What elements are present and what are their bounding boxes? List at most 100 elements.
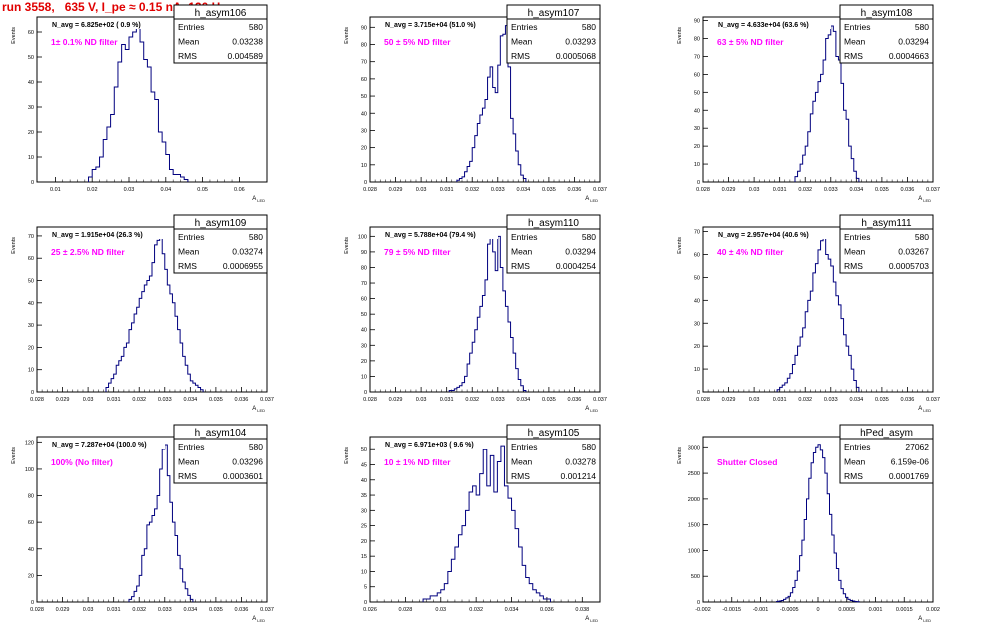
histogram-bin bbox=[821, 241, 824, 392]
stats-entries-value: 27062 bbox=[905, 442, 929, 452]
histogram-pad-h_asym108: 0.028 0.029 0.03 0.031 0.032 0.033 0.034 0.035 0… bbox=[677, 4, 940, 203]
x-tick-label: 0.001 bbox=[869, 607, 883, 613]
y-tick-label: 30 bbox=[361, 128, 367, 134]
histogram-bin bbox=[140, 42, 144, 182]
x-tick-label: 0.03 bbox=[124, 187, 135, 193]
navg-label: N_avg = 6.825e+02 ( 0.9 %) bbox=[52, 22, 141, 29]
stats-mean-label: Mean bbox=[844, 37, 866, 47]
y-tick-label: 60 bbox=[28, 520, 34, 526]
x-tick-label: 0.05 bbox=[197, 187, 208, 193]
histogram-pad-h_asym104: 0.028 0.029 0.03 0.031 0.032 0.033 0.034 0.035 0… bbox=[11, 424, 274, 622]
y-tick-label: 500 bbox=[691, 574, 700, 580]
histogram-line bbox=[128, 444, 194, 602]
nlabel-background bbox=[382, 19, 498, 29]
histogram-bin bbox=[828, 259, 831, 392]
histogram-bin bbox=[162, 449, 165, 602]
filter-label: 100% (No filter) bbox=[51, 457, 113, 467]
histogram-bin bbox=[480, 115, 483, 182]
stats-rms-label: RMS bbox=[844, 261, 863, 271]
x-tick-label: 0.028 bbox=[696, 187, 710, 193]
x-tick-label: 0.032 bbox=[465, 187, 479, 193]
y-tick-label: 60 bbox=[694, 253, 700, 259]
histogram-bin bbox=[826, 255, 829, 393]
x-tick-label: 0.0005 bbox=[838, 607, 855, 613]
histogram-bin bbox=[155, 509, 158, 602]
x-tick-label: 0.03 bbox=[83, 607, 94, 613]
histogram-bin bbox=[811, 463, 813, 602]
stats-mean-label: Mean bbox=[511, 457, 533, 467]
x-axis-label: ALED bbox=[585, 406, 598, 413]
histogram-bin bbox=[155, 245, 158, 392]
x-tick-label: 0.03 bbox=[83, 397, 94, 403]
filter-label: 1± 0.1% ND filter bbox=[51, 37, 118, 47]
y-tick-label: 10 bbox=[361, 163, 367, 169]
x-axis-label: ALED bbox=[585, 196, 598, 203]
histogram-bin bbox=[485, 280, 488, 392]
histogram-bin bbox=[494, 492, 498, 602]
y-tick-label: 0 bbox=[697, 600, 700, 606]
x-tick-label: 0.036 bbox=[235, 607, 249, 613]
histogram-bin bbox=[823, 232, 826, 392]
x-tick-label: 0.036 bbox=[568, 187, 582, 193]
x-tick-label: 0.037 bbox=[593, 187, 607, 193]
stats-mean-value: 0.03267 bbox=[898, 247, 929, 257]
histogram-bin bbox=[836, 296, 839, 392]
stats-entries-label: Entries bbox=[844, 22, 870, 32]
histogram-bin bbox=[823, 458, 825, 602]
stats-entries-label: Entries bbox=[844, 232, 870, 242]
y-tick-label: 20 bbox=[28, 573, 34, 579]
histogram-pad-h_asym107: 0.028 0.029 0.03 0.031 0.032 0.033 0.034 0.035 0… bbox=[344, 4, 607, 203]
stats-box bbox=[839, 4, 934, 64]
histogram-line bbox=[776, 231, 860, 392]
histogram-bin bbox=[167, 285, 170, 392]
x-tick-label: 0.04 bbox=[160, 187, 171, 193]
histogram-bin bbox=[831, 26, 834, 182]
histogram-bin bbox=[169, 170, 173, 183]
histogram-title: h_asym107 bbox=[528, 8, 580, 19]
x-tick-label: 0.032 bbox=[132, 607, 146, 613]
y-tick-label: 70 bbox=[28, 234, 34, 240]
plot-frame bbox=[369, 226, 601, 393]
stats-rms-value: 0.0003601 bbox=[223, 471, 263, 481]
stats-entries-value: 580 bbox=[915, 22, 929, 32]
histogram-bin bbox=[482, 295, 485, 392]
histogram-bin bbox=[526, 578, 530, 602]
histogram-line bbox=[422, 445, 551, 602]
histogram-bin bbox=[125, 50, 129, 183]
navg-label: N_avg = 7.287e+04 (100.0 %) bbox=[52, 442, 147, 449]
histogram-bin bbox=[821, 74, 824, 182]
filter-label: 63 ± 5% ND filter bbox=[717, 37, 784, 47]
histogram-bin bbox=[503, 34, 506, 182]
y-tick-label: 20 bbox=[361, 539, 367, 545]
stats-mean-label: Mean bbox=[178, 37, 200, 47]
x-tick-label: 0.031 bbox=[440, 397, 454, 403]
histogram-bin bbox=[487, 486, 491, 602]
x-axis-label: ALED bbox=[585, 616, 598, 622]
navg-label: N_avg = 1.915e+04 (26.3 %) bbox=[52, 232, 143, 239]
histogram-bin bbox=[836, 56, 839, 182]
histogram-bin bbox=[497, 461, 501, 602]
y-tick-label: 10 bbox=[28, 155, 34, 161]
x-axis-label-sub: LED bbox=[590, 618, 598, 622]
stats-rms-value: 0.001214 bbox=[561, 471, 597, 481]
y-tick-label: 60 bbox=[28, 256, 34, 262]
histogram-bin bbox=[480, 306, 483, 392]
x-tick-label: 0.034 bbox=[183, 397, 197, 403]
y-tick-label: 40 bbox=[28, 301, 34, 307]
y-tick-label: 0 bbox=[364, 180, 367, 186]
y-tick-label: 50 bbox=[694, 275, 700, 281]
histogram-bin bbox=[147, 67, 151, 182]
navg-label: N_avg = 2.957e+04 (40.6 %) bbox=[718, 232, 809, 239]
plot-frame bbox=[36, 436, 268, 603]
histogram-bin bbox=[512, 510, 516, 602]
stats-rms-value: 0.0004663 bbox=[889, 51, 929, 61]
histogram-bin bbox=[833, 282, 836, 392]
x-tick-label: 0.035 bbox=[209, 397, 223, 403]
stats-entries-value: 580 bbox=[582, 232, 596, 242]
histogram-bin bbox=[111, 115, 115, 183]
nlabel-background bbox=[49, 19, 165, 29]
histogram-bin bbox=[540, 596, 544, 602]
x-tick-label: 0.036 bbox=[568, 397, 582, 403]
x-tick-label: 0.02 bbox=[87, 187, 98, 193]
nlabel-background bbox=[49, 439, 165, 449]
